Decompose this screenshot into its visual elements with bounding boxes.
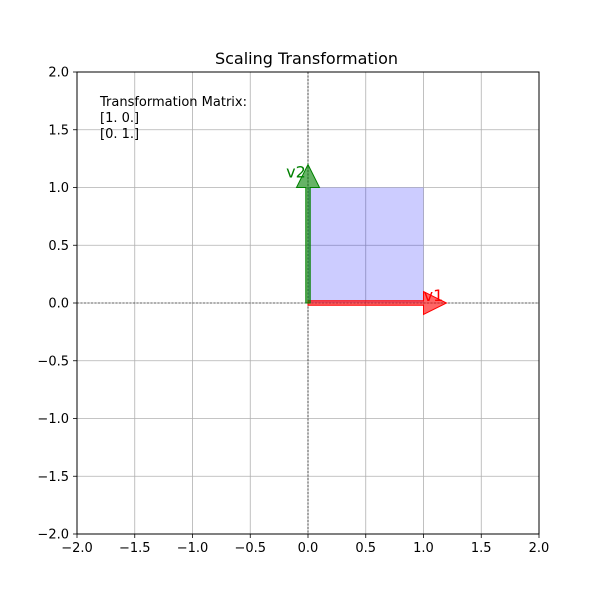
y-tick-label: 1.0 <box>48 181 69 196</box>
annotation-line-row2: [0. 1.] <box>100 127 139 142</box>
vector-v2: v2 <box>286 163 321 304</box>
x-tick-label: 1.0 <box>413 541 434 556</box>
y-tick-label: −1.5 <box>37 470 69 485</box>
x-tick-label: 0.5 <box>355 541 376 556</box>
y-tick-label: −0.5 <box>37 354 69 369</box>
vector-v1: v1 <box>307 286 448 316</box>
x-tick-label: −1.0 <box>177 541 209 556</box>
x-tick-label: 2.0 <box>529 541 550 556</box>
x-tick-label: −2.0 <box>61 541 93 556</box>
y-tick-label: 0.0 <box>48 297 69 312</box>
transformed-unit-square <box>308 187 424 303</box>
x-tick-label: 0.0 <box>298 541 319 556</box>
vector-arrow-v2 <box>295 163 321 304</box>
matrix-annotation: Transformation Matrix: [1. 0.] [0. 1.] <box>99 95 247 142</box>
vector-layer: v1 v2 <box>286 163 448 316</box>
x-tick-label: −0.5 <box>234 541 266 556</box>
vector-label-v1: v1 <box>424 286 444 305</box>
vector-arrow-v1 <box>307 290 448 316</box>
vector-label-v2: v2 <box>286 163 306 182</box>
y-tick-label: −1.0 <box>37 412 69 427</box>
y-tick-label: −2.0 <box>37 528 69 543</box>
y-tick-label: 0.5 <box>48 239 69 254</box>
x-tick-label: −1.5 <box>119 541 151 556</box>
y-tick-label: 2.0 <box>48 66 69 81</box>
annotation-line-row1: [1. 0.] <box>100 111 139 126</box>
x-tick-label: 1.5 <box>471 541 492 556</box>
transformed-region-layer <box>308 187 424 303</box>
chart-title: Scaling Transformation <box>215 49 398 68</box>
y-tick-label: 1.5 <box>48 123 69 138</box>
axis-ticks: −2.0 −1.5 −1.0 −0.5 0.0 0.5 1.0 1.5 2.0 −2.0 −1.5 −… <box>37 66 549 557</box>
annotation-line-title: Transformation Matrix: <box>99 95 247 110</box>
